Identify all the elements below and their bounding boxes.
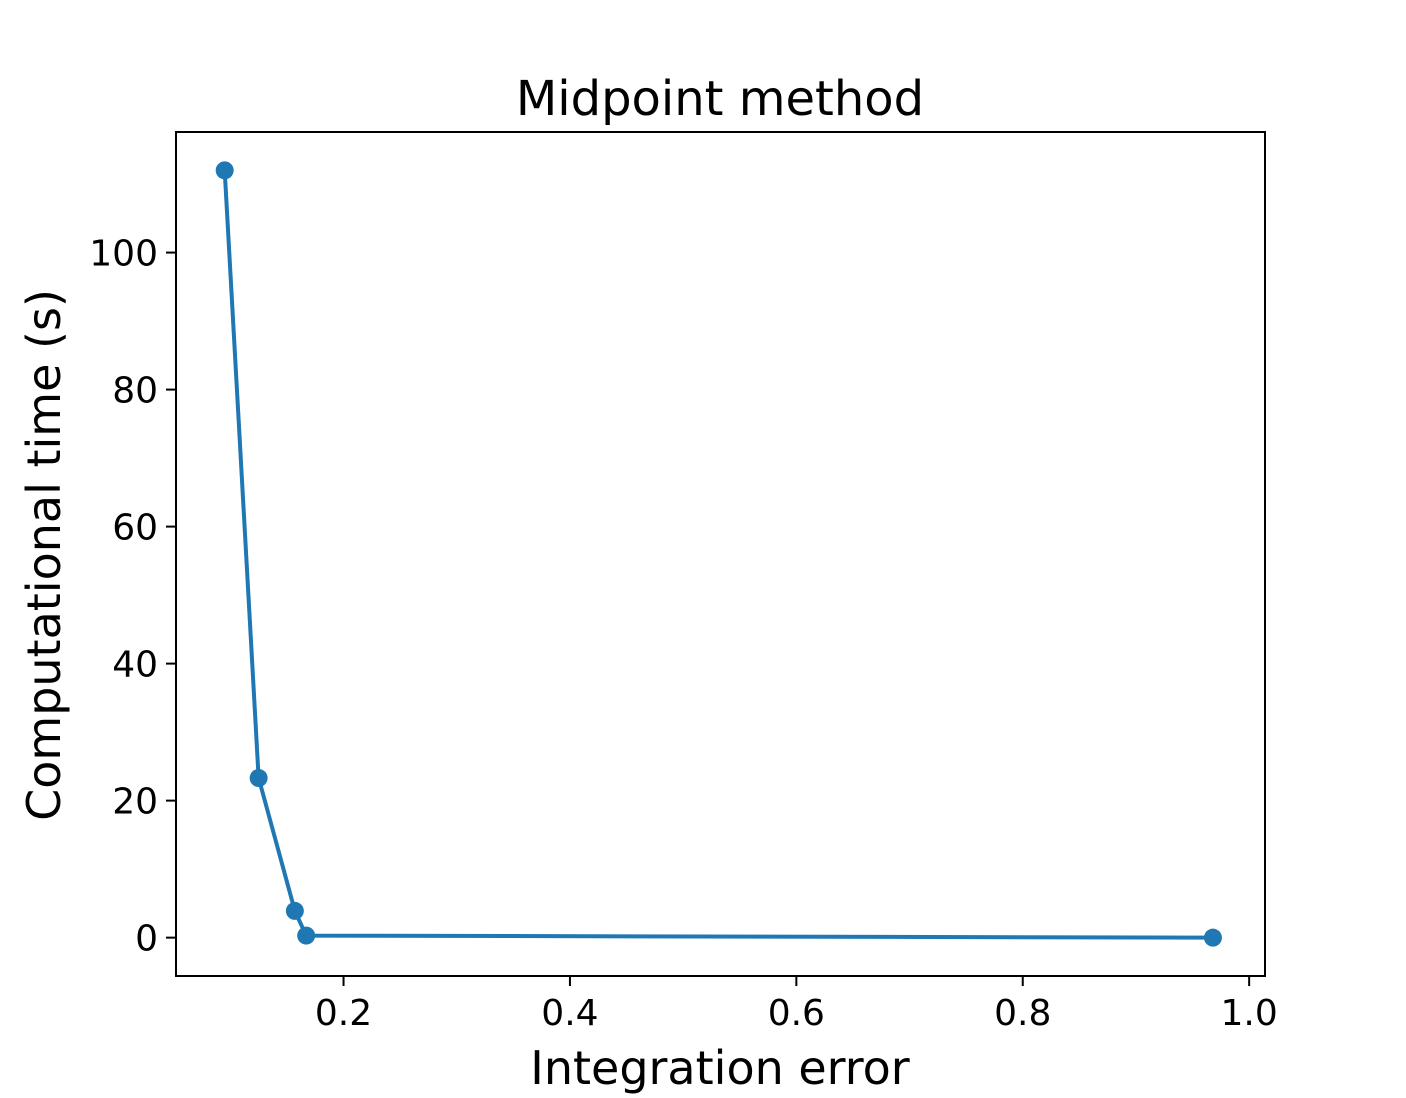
x-tick-label: 0.4	[541, 993, 598, 1034]
data-point	[297, 926, 316, 945]
x-tick-label: 0.6	[768, 993, 825, 1034]
x-tick-label: 0.2	[315, 993, 372, 1034]
y-axis-ticks: 0 20 40 60 80 100	[89, 234, 176, 960]
series-layer	[215, 161, 1222, 947]
data-point	[285, 901, 304, 920]
x-tick-label: 1.0	[1221, 993, 1278, 1034]
x-axis-label: Integration error	[530, 1041, 910, 1095]
y-tick-label: 80	[112, 371, 158, 412]
plot-area	[175, 131, 1266, 977]
y-tick-label: 20	[112, 782, 158, 823]
y-tick-label: 100	[89, 234, 158, 275]
y-axis-label: Computational time (s)	[17, 289, 71, 821]
y-tick-label: 0	[135, 919, 158, 960]
y-tick-label: 40	[112, 645, 158, 686]
data-point	[1203, 928, 1222, 947]
y-tick-label: 60	[112, 508, 158, 549]
data-point	[249, 769, 268, 788]
x-tick-label: 0.8	[994, 993, 1051, 1034]
data-point	[215, 161, 234, 180]
chart-title: Midpoint method	[516, 71, 924, 127]
x-axis-ticks: 0.2 0.4 0.6 0.8 1.0	[315, 976, 1278, 1034]
